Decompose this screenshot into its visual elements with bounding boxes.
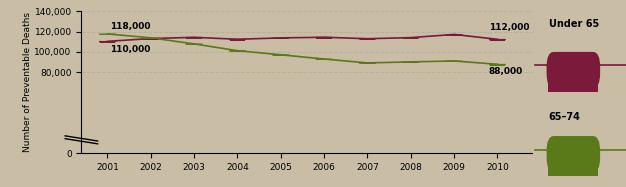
Text: Under 65: Under 65: [549, 19, 599, 29]
Bar: [403, 38, 418, 39]
FancyBboxPatch shape: [359, 62, 376, 64]
Text: 112,000: 112,000: [489, 22, 529, 32]
FancyBboxPatch shape: [489, 39, 506, 40]
FancyBboxPatch shape: [185, 43, 202, 45]
Bar: [490, 64, 505, 65]
FancyBboxPatch shape: [489, 64, 506, 65]
Bar: [143, 38, 158, 39]
Text: 65–74: 65–74: [549, 112, 581, 122]
FancyBboxPatch shape: [316, 59, 332, 60]
FancyBboxPatch shape: [99, 33, 116, 35]
Bar: [360, 63, 375, 64]
Bar: [273, 55, 289, 56]
Text: 110,000: 110,000: [110, 45, 150, 54]
FancyBboxPatch shape: [403, 37, 419, 39]
FancyBboxPatch shape: [546, 52, 600, 88]
Bar: [273, 38, 289, 39]
FancyBboxPatch shape: [446, 34, 463, 35]
Bar: [143, 38, 158, 40]
FancyBboxPatch shape: [316, 37, 332, 38]
Bar: [317, 37, 332, 39]
FancyBboxPatch shape: [359, 38, 376, 40]
FancyBboxPatch shape: [272, 37, 289, 39]
FancyBboxPatch shape: [185, 37, 202, 38]
FancyBboxPatch shape: [229, 39, 246, 40]
FancyBboxPatch shape: [99, 41, 116, 42]
FancyBboxPatch shape: [229, 50, 246, 52]
Bar: [230, 39, 245, 41]
Bar: [446, 34, 462, 36]
FancyBboxPatch shape: [272, 54, 289, 56]
FancyBboxPatch shape: [142, 38, 159, 39]
FancyBboxPatch shape: [546, 136, 600, 172]
Bar: [100, 34, 115, 35]
Bar: [187, 44, 202, 45]
Y-axis label: Number of Preventable Deaths: Number of Preventable Deaths: [23, 12, 32, 152]
Bar: [187, 37, 202, 39]
Text: 88,000: 88,000: [489, 67, 523, 76]
Bar: [100, 41, 115, 43]
Bar: [490, 39, 505, 41]
Bar: [446, 61, 462, 62]
Bar: [360, 39, 375, 40]
Bar: [403, 62, 418, 63]
FancyBboxPatch shape: [446, 61, 463, 62]
Bar: [317, 59, 332, 60]
FancyBboxPatch shape: [142, 37, 159, 39]
FancyBboxPatch shape: [403, 62, 419, 63]
Bar: [230, 50, 245, 52]
Text: 118,000: 118,000: [110, 22, 150, 30]
